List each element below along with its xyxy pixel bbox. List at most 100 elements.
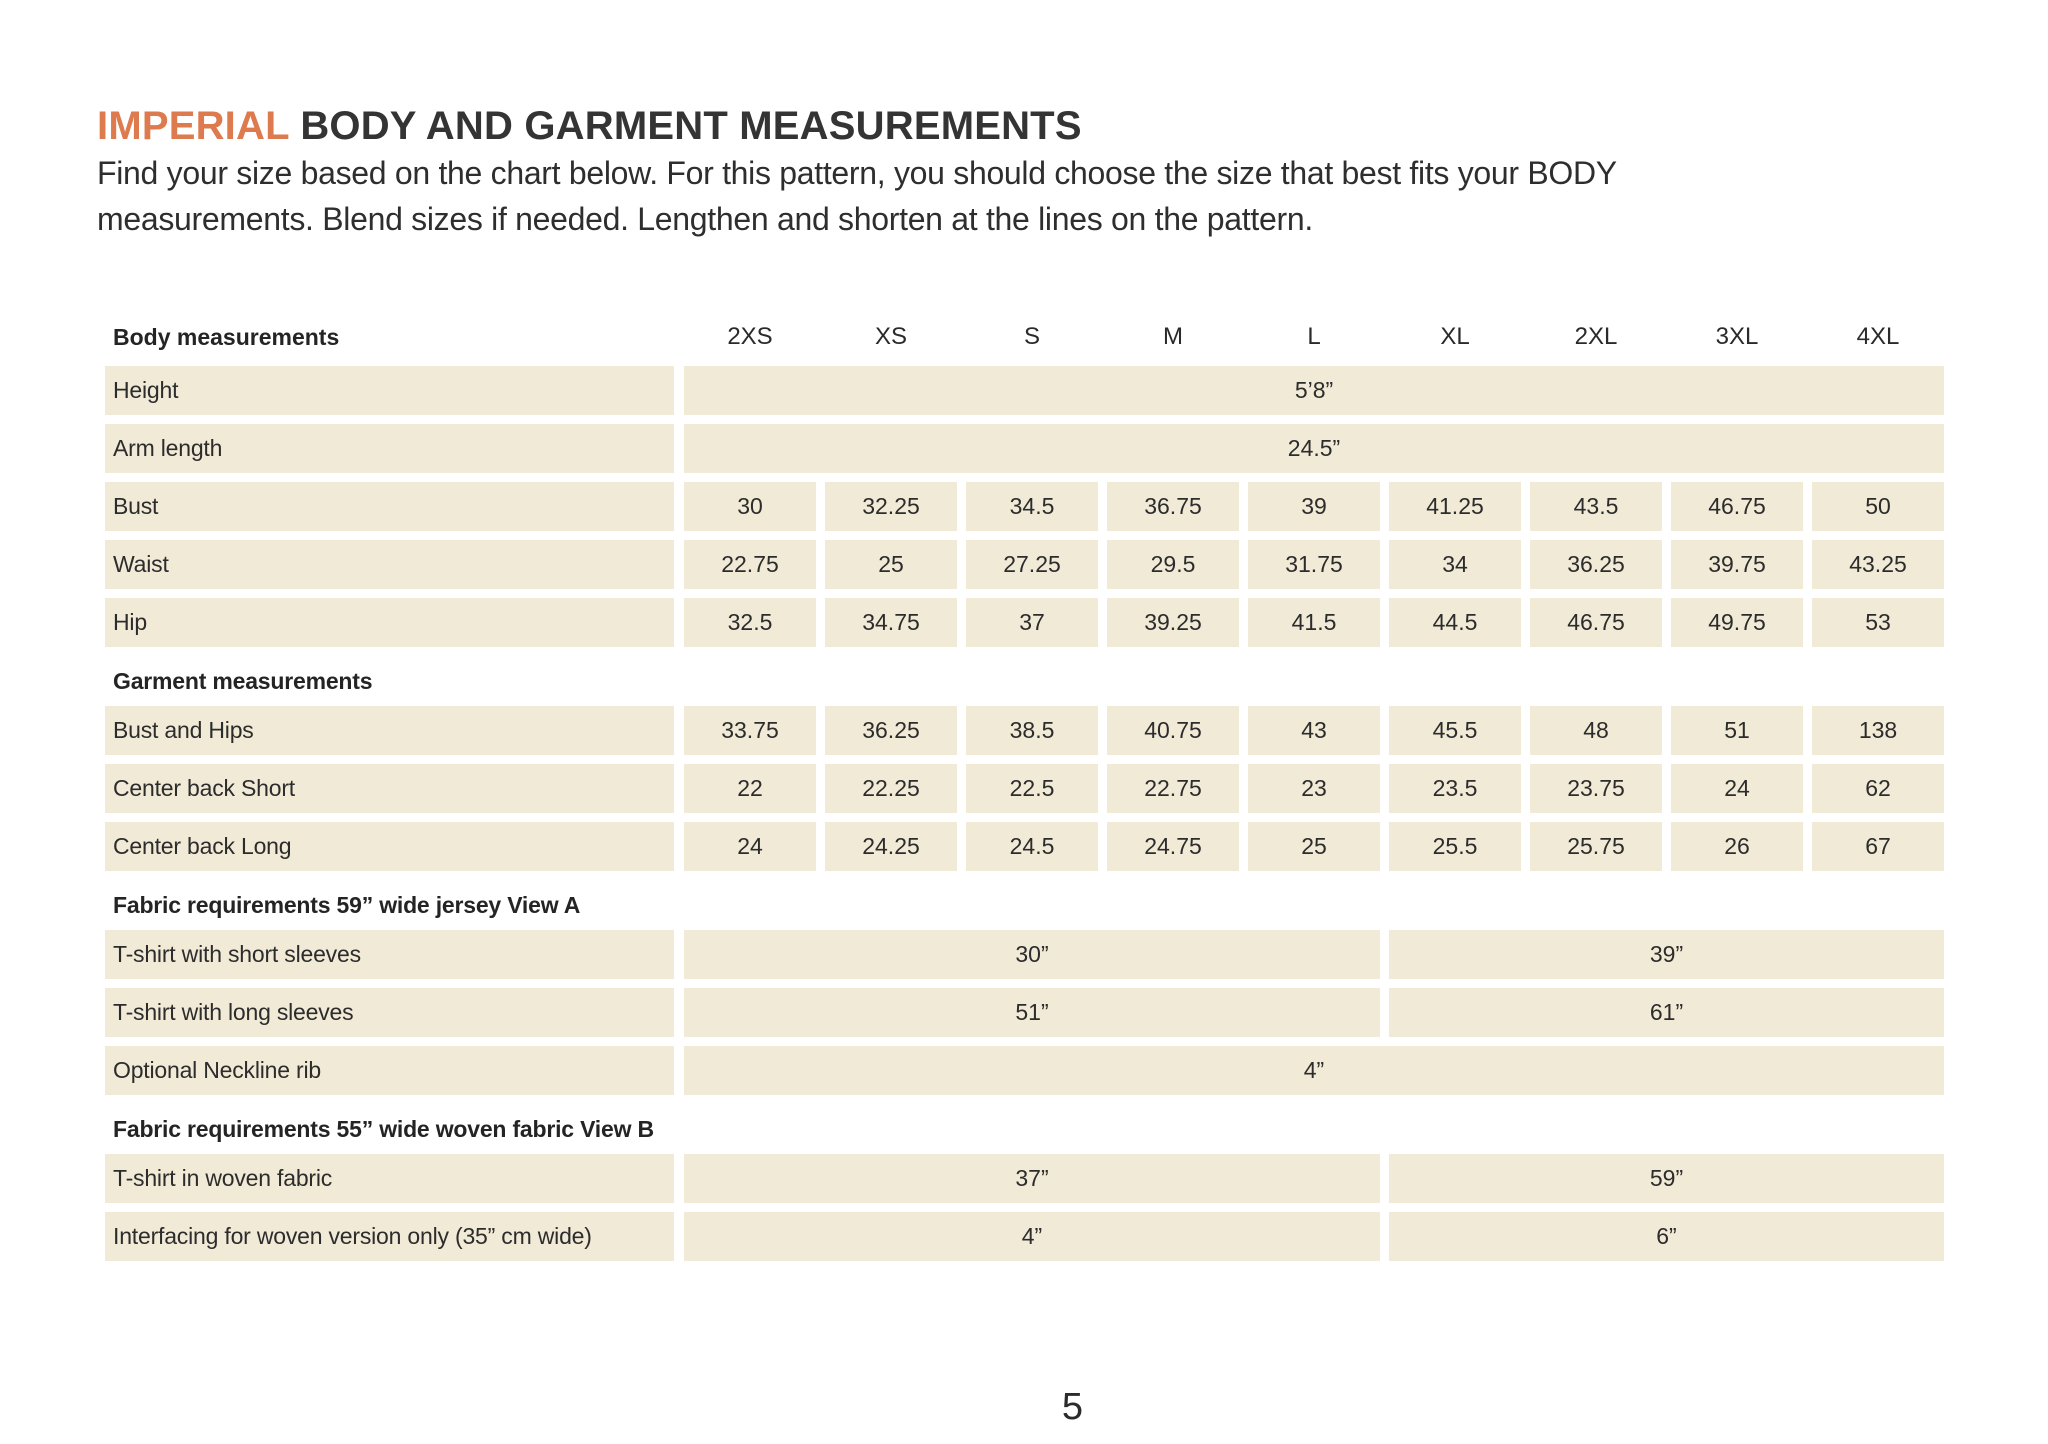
value-cell: 38.5	[966, 706, 1098, 755]
value-cell: 41.25	[1389, 482, 1521, 531]
table-row-short-sleeves: T-shirt with short sleeves 30” 39”	[105, 930, 1944, 979]
value-cell: 23.5	[1389, 764, 1521, 813]
value-cell: 138	[1812, 706, 1944, 755]
value-cell-merged: 4”	[684, 1046, 1944, 1095]
size-column-header: S	[1023, 323, 1040, 350]
value-cell: 31.75	[1248, 540, 1380, 589]
section-title-fabric-a: Fabric requirements 59” wide jersey View…	[113, 891, 581, 918]
size-column-header: 3XL	[1715, 323, 1759, 350]
table-header-row: Body measurements 2XS XS S M L XL 2XL 3XL 4XL	[105, 322, 1944, 352]
value-cell: 39.75	[1671, 540, 1803, 589]
table-row-height: Height 5’8”	[105, 366, 1944, 415]
size-column-header: L	[1307, 323, 1321, 350]
value-cell: 43.25	[1812, 540, 1944, 589]
value-cell: 53	[1812, 598, 1944, 647]
value-cell: 44.5	[1389, 598, 1521, 647]
page-title-rest: BODY AND GARMENT MEASUREMENTS	[289, 104, 1082, 148]
size-column-header: 2XL	[1574, 323, 1618, 350]
value-cell: 62	[1812, 764, 1944, 813]
value-cell: 25	[1248, 822, 1380, 871]
value-cell-merged-right: 6”	[1389, 1212, 1944, 1261]
value-cell-merged: 24.5”	[684, 424, 1944, 473]
value-cell: 39	[1248, 482, 1380, 531]
value-cell-merged-left: 37”	[684, 1154, 1380, 1203]
value-cell: 43.5	[1530, 482, 1662, 531]
value-cell: 22	[684, 764, 816, 813]
page-title: IMPERIAL BODY AND GARMENT MEASUREMENTS	[97, 102, 2048, 150]
row-label: Optional Neckline rib	[105, 1046, 674, 1095]
row-label: Hip	[105, 598, 674, 647]
row-label: Arm length	[105, 424, 674, 473]
value-cell-merged-right: 59”	[1389, 1154, 1944, 1203]
value-cell: 24.75	[1107, 822, 1239, 871]
value-cell: 36.25	[825, 706, 957, 755]
value-cell: 32.25	[825, 482, 957, 531]
value-cell: 23	[1248, 764, 1380, 813]
table-row-center-back-long: Center back Long 24 24.25 24.5 24.75 25 25.5 2…	[105, 822, 1944, 871]
value-cell: 34.75	[825, 598, 957, 647]
value-cell: 22.25	[825, 764, 957, 813]
value-cell: 33.75	[684, 706, 816, 755]
measurement-table: Body measurements 2XS XS S M L XL 2XL 3XL 4XL He…	[105, 322, 1944, 1261]
value-cell: 26	[1671, 822, 1803, 871]
value-cell: 46.75	[1671, 482, 1803, 531]
value-cell: 43	[1248, 706, 1380, 755]
section-title-garment: Garment measurements	[113, 667, 373, 694]
value-cell-merged-left: 4”	[684, 1212, 1380, 1261]
row-label: T-shirt with long sleeves	[105, 988, 674, 1037]
value-cell: 37	[966, 598, 1098, 647]
table-row-neckline-rib: Optional Neckline rib 4”	[105, 1046, 1944, 1095]
value-cell: 24	[1671, 764, 1803, 813]
value-cell: 25.5	[1389, 822, 1521, 871]
size-column-header: M	[1163, 323, 1183, 350]
value-cell: 34.5	[966, 482, 1098, 531]
value-cell: 46.75	[1530, 598, 1662, 647]
value-cell: 32.5	[684, 598, 816, 647]
table-row-hip: Hip 32.5 34.75 37 39.25 41.5 44.5 46.75 49.75 53	[105, 598, 1944, 647]
row-label: T-shirt with short sleeves	[105, 930, 674, 979]
value-cell: 45.5	[1389, 706, 1521, 755]
size-header-row: 2XS XS S M L XL 2XL 3XL 4XL	[684, 323, 1944, 351]
value-cell: 24.25	[825, 822, 957, 871]
value-cell: 24.5	[966, 822, 1098, 871]
value-cell: 27.25	[966, 540, 1098, 589]
row-label: Interfacing for woven version only (35” …	[105, 1212, 674, 1261]
table-row-woven: T-shirt in woven fabric 37” 59”	[105, 1154, 1944, 1203]
value-cell: 40.75	[1107, 706, 1239, 755]
table-row-waist: Waist 22.75 25 27.25 29.5 31.75 34 36.25 39.75 4…	[105, 540, 1944, 589]
value-cell-merged-left: 51”	[684, 988, 1380, 1037]
value-cell-merged-right: 39”	[1389, 930, 1944, 979]
row-label: Bust and Hips	[105, 706, 674, 755]
value-cell: 22.75	[684, 540, 816, 589]
value-cell: 48	[1530, 706, 1662, 755]
size-column-header: 2XS	[727, 323, 773, 350]
row-label: T-shirt in woven fabric	[105, 1154, 674, 1203]
value-cell: 25	[825, 540, 957, 589]
value-cell-merged-left: 30”	[684, 930, 1380, 979]
value-cell: 23.75	[1530, 764, 1662, 813]
row-label: Waist	[105, 540, 674, 589]
value-cell: 34	[1389, 540, 1521, 589]
page-number: 5	[1061, 1386, 1084, 1428]
value-cell: 24	[684, 822, 816, 871]
table-row-interfacing: Interfacing for woven version only (35” …	[105, 1212, 1944, 1261]
value-cell: 41.5	[1248, 598, 1380, 647]
value-cell: 51	[1671, 706, 1803, 755]
row-label: Center back Long	[105, 822, 674, 871]
value-cell: 22.75	[1107, 764, 1239, 813]
page-title-accent: IMPERIAL	[97, 104, 289, 148]
row-label: Height	[105, 366, 674, 415]
value-cell-merged-right: 61”	[1389, 988, 1944, 1037]
value-cell: 50	[1812, 482, 1944, 531]
value-cell: 67	[1812, 822, 1944, 871]
size-column-header: 4XL	[1856, 323, 1900, 350]
value-cell: 39.25	[1107, 598, 1239, 647]
value-cell: 36.75	[1107, 482, 1239, 531]
intro-line-2: measurements. Blend sizes if needed. Len…	[97, 201, 1313, 237]
corner-header: Body measurements	[113, 323, 340, 350]
value-cell-merged: 5’8”	[684, 366, 1944, 415]
section-title-fabric-b: Fabric requirements 55” wide woven fabri…	[113, 1115, 654, 1142]
row-label: Bust	[105, 482, 674, 531]
value-cell: 22.5	[966, 764, 1098, 813]
